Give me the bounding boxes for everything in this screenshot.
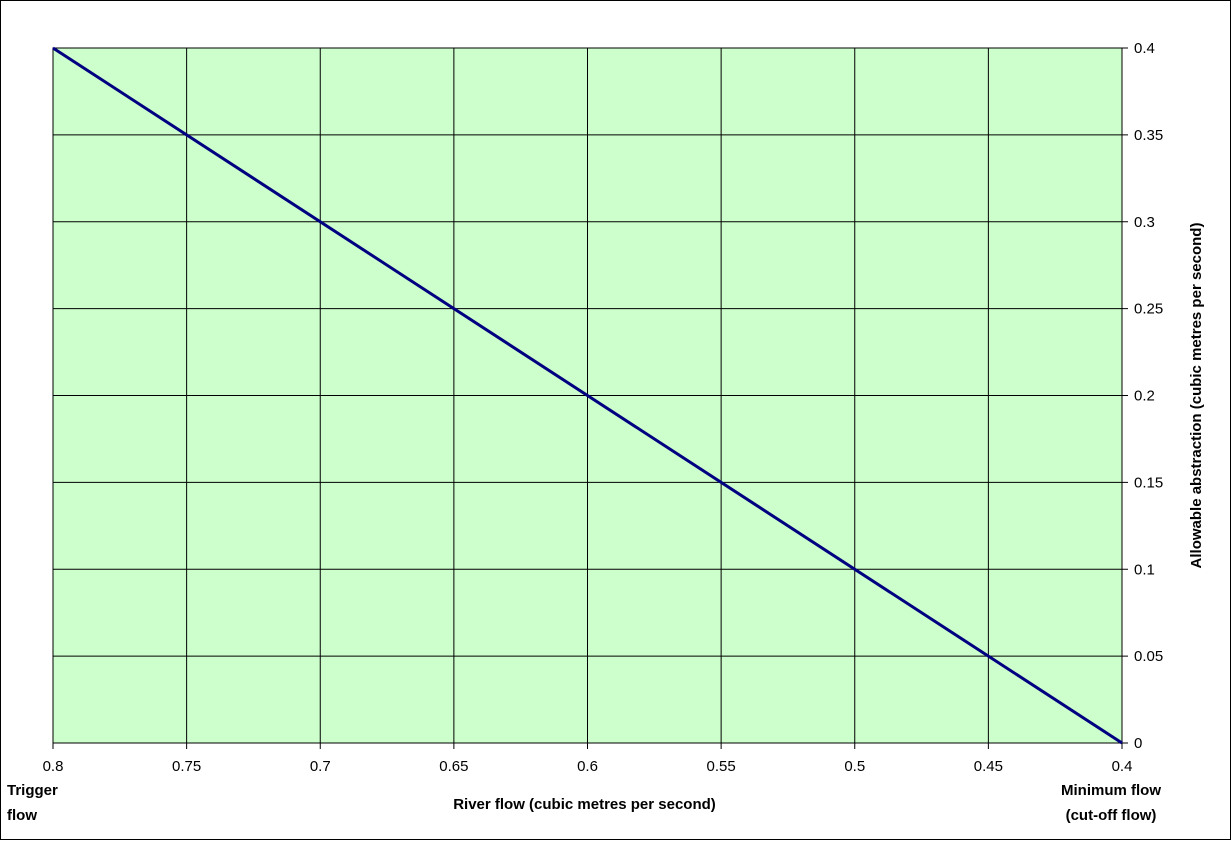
trigger-flow-label-line-2: flow	[7, 807, 37, 824]
minimum-flow-label-line-2: (cut-off flow)	[1066, 807, 1157, 824]
y-tick-label: 0.3	[1134, 214, 1155, 231]
x-tick-label: 0.55	[707, 758, 736, 775]
y-tick-label: 0.2	[1134, 388, 1155, 405]
series	[52, 46, 1123, 745]
x-tick-label: 0.5	[844, 758, 865, 775]
x-tick-label: 0.65	[439, 758, 468, 775]
trigger-flow-label-line-1: Trigger	[7, 782, 58, 799]
y-tick-labels: 0 0.05 0.1 0.15 0.2 0.25 0.3 0.35 0.4	[1134, 40, 1163, 752]
y-axis-title: Allowable abstraction (cubic metres per …	[1188, 223, 1205, 569]
y-tick-label: 0.05	[1134, 648, 1163, 665]
x-tick-label: 0.4	[1112, 758, 1133, 775]
x-tick-label: 0.8	[43, 758, 64, 775]
y-tick-label: 0.15	[1134, 474, 1163, 491]
y-tick-label: 0.1	[1134, 561, 1155, 578]
x-axis-title: River flow (cubic metres per second)	[453, 796, 716, 813]
x-tick-label: 0.45	[974, 758, 1003, 775]
y-tick-label: 0	[1134, 735, 1142, 752]
axis-ticks	[52, 47, 1128, 749]
x-tick-label: 0.6	[577, 758, 598, 775]
y-tick-label: 0.35	[1134, 127, 1163, 144]
x-tick-label: 0.7	[310, 758, 331, 775]
minimum-flow-label-line-1: Minimum flow	[1061, 782, 1161, 799]
series-line	[52, 46, 1123, 745]
y-tick-label: 0.25	[1134, 301, 1163, 318]
y-tick-label: 0.4	[1134, 40, 1155, 57]
x-tick-labels: 0.8 0.75 0.7 0.65 0.6 0.55 0.5 0.45 0.4	[43, 758, 1133, 775]
x-tick-label: 0.75	[172, 758, 201, 775]
